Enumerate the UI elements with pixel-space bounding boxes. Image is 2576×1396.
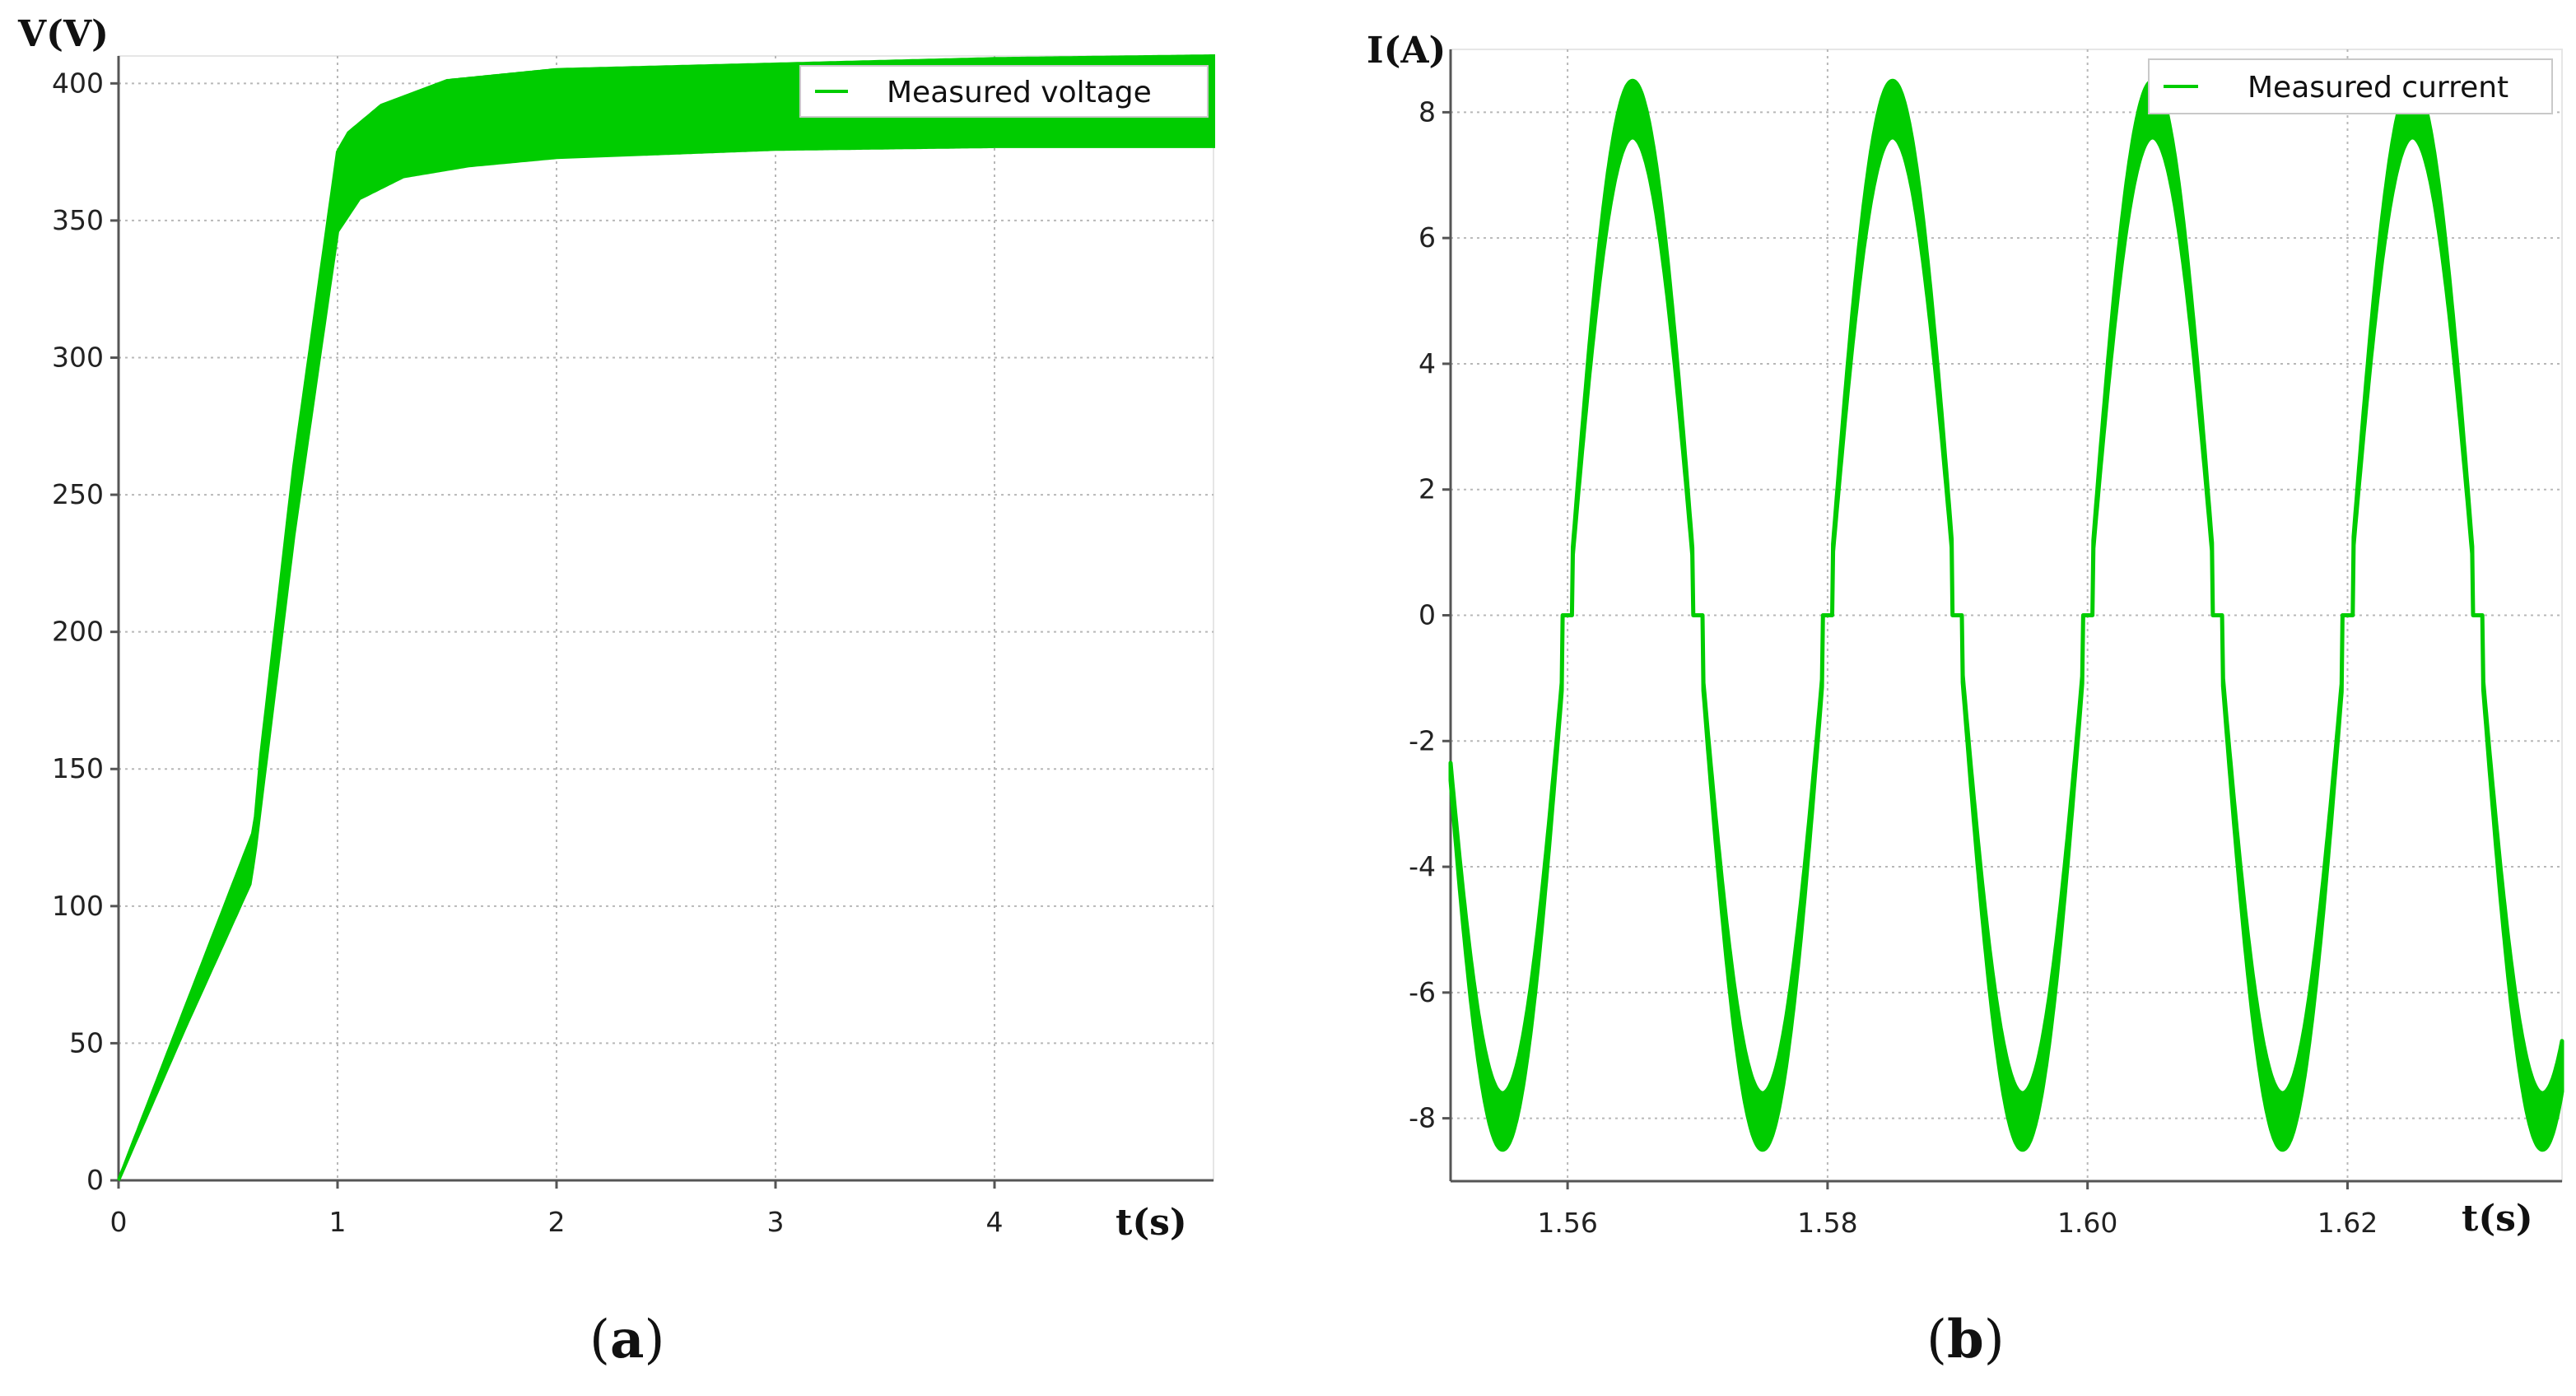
y-tick-label: 250	[52, 478, 104, 510]
legend-label: Measured voltage	[887, 76, 1152, 109]
series-measured-voltage	[117, 54, 1215, 1181]
x-tick-label: 1.56	[1537, 1207, 1597, 1239]
y-axis-label: V(V)	[17, 13, 109, 55]
y-tick-label: 400	[52, 67, 104, 99]
y-tick-label: 350	[52, 204, 104, 236]
chart-a-voltage: 0 50 100 150 200 250 300 350 400 0 1 2 3 4 V(V) t(s) Mea…	[17, 13, 1215, 1244]
x-axis-label: t(s)	[2462, 1198, 2533, 1240]
x-tick-label: 1.60	[2057, 1207, 2117, 1239]
y-axis-label: I(A)	[1367, 30, 1446, 72]
y-tick-label: 50	[69, 1026, 104, 1059]
y-tick-label: 6	[1418, 221, 1436, 254]
caption-a: (a)	[589, 1309, 665, 1370]
x-tick-label: 3	[767, 1206, 785, 1238]
caption-b: (b)	[1926, 1309, 2005, 1370]
y-tick-label: -2	[1409, 724, 1436, 756]
y-tick-label: 0	[1418, 599, 1436, 631]
x-axis-label: t(s)	[1116, 1202, 1187, 1244]
y-tick-label: 150	[52, 752, 104, 784]
x-tick-label: 1	[329, 1206, 347, 1238]
y-tick-label: 2	[1418, 473, 1436, 505]
legend-box	[2148, 58, 2553, 114]
y-tick-label: 8	[1418, 95, 1436, 128]
x-tick-label: 0	[110, 1206, 128, 1238]
x-tick-label: 4	[986, 1206, 1004, 1238]
x-tick-label: 2	[548, 1206, 566, 1238]
legend-box	[799, 65, 1209, 118]
x-tick-label: 1.58	[1797, 1207, 1857, 1239]
y-tick-label: -6	[1409, 976, 1436, 1008]
legend-label: Measured current	[2248, 71, 2508, 105]
chart-b-current: -8 -6 -4 -2 0 2 4 6 8 1.56 1.58 1.60 1.62 I(A) t(s) Mea…	[1367, 30, 2564, 1240]
plot-area	[118, 55, 1214, 1181]
y-tick-label: -4	[1409, 850, 1436, 882]
y-tick-label: 200	[52, 616, 104, 648]
y-tick-label: -8	[1409, 1102, 1436, 1134]
series-measured-current	[1448, 78, 2564, 1152]
y-tick-label: 100	[52, 890, 104, 922]
y-tick-label: 0	[86, 1164, 104, 1196]
x-tick-label: 1.62	[2317, 1207, 2378, 1239]
y-tick-label: 300	[52, 341, 104, 373]
y-tick-label: 4	[1418, 347, 1436, 379]
